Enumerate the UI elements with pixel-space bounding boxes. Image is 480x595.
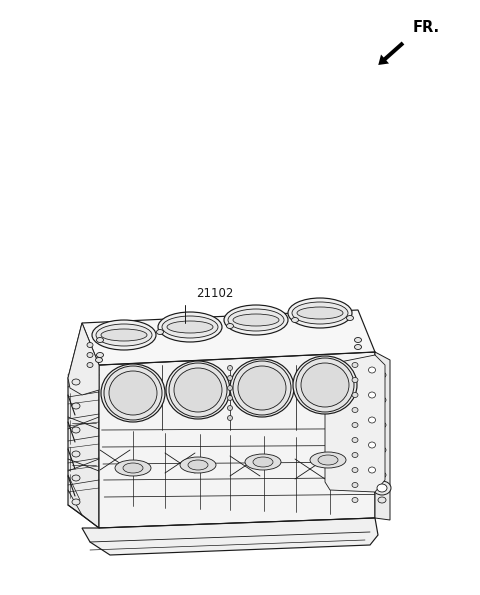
Ellipse shape [238,366,286,410]
Ellipse shape [230,359,294,417]
Ellipse shape [72,427,80,433]
Ellipse shape [188,460,208,470]
Polygon shape [68,323,99,395]
Ellipse shape [253,457,273,467]
Ellipse shape [377,484,387,492]
Ellipse shape [378,447,386,453]
Ellipse shape [228,365,232,371]
Ellipse shape [369,417,375,423]
Ellipse shape [228,309,284,331]
Ellipse shape [224,305,288,335]
Ellipse shape [352,437,358,443]
Ellipse shape [227,324,233,328]
Ellipse shape [233,361,291,415]
Ellipse shape [297,307,343,319]
Ellipse shape [72,451,80,457]
Ellipse shape [228,415,232,421]
Polygon shape [68,323,99,528]
Ellipse shape [288,298,352,328]
Ellipse shape [96,324,152,346]
Ellipse shape [352,483,358,487]
Ellipse shape [378,397,386,403]
Ellipse shape [72,499,80,505]
Ellipse shape [233,314,279,326]
Ellipse shape [352,393,358,397]
Ellipse shape [158,312,222,342]
Ellipse shape [104,366,162,420]
Ellipse shape [72,403,80,409]
Ellipse shape [101,364,165,422]
Ellipse shape [369,367,375,373]
Ellipse shape [352,377,358,383]
Ellipse shape [166,361,230,419]
Ellipse shape [72,475,80,481]
Ellipse shape [352,468,358,472]
Ellipse shape [72,379,80,385]
Ellipse shape [228,396,232,400]
Polygon shape [325,355,385,492]
Ellipse shape [245,454,281,470]
Text: 21102: 21102 [196,287,233,300]
Ellipse shape [318,455,338,465]
Ellipse shape [87,343,93,347]
FancyArrow shape [378,42,404,65]
Ellipse shape [87,352,93,358]
Ellipse shape [92,320,156,350]
Ellipse shape [373,481,391,495]
Ellipse shape [355,337,361,343]
Ellipse shape [378,497,386,503]
Ellipse shape [109,371,157,415]
Ellipse shape [174,368,222,412]
Ellipse shape [296,358,354,412]
Ellipse shape [310,452,346,468]
Ellipse shape [228,375,232,380]
Ellipse shape [180,457,216,473]
Ellipse shape [96,337,104,343]
Ellipse shape [293,356,357,414]
Ellipse shape [352,362,358,368]
Ellipse shape [352,453,358,458]
Ellipse shape [167,321,213,333]
Ellipse shape [169,363,227,417]
Ellipse shape [352,497,358,503]
Ellipse shape [87,362,93,368]
Ellipse shape [352,408,358,412]
Text: FR.: FR. [413,20,440,35]
Ellipse shape [96,358,103,362]
Ellipse shape [156,330,164,334]
Ellipse shape [347,315,353,321]
Ellipse shape [96,352,104,358]
Polygon shape [375,352,390,520]
Ellipse shape [228,386,232,390]
Ellipse shape [123,463,143,473]
Polygon shape [99,352,375,528]
Ellipse shape [301,363,349,407]
Ellipse shape [369,392,375,398]
Ellipse shape [355,345,361,349]
Ellipse shape [162,316,218,338]
Ellipse shape [352,422,358,427]
Ellipse shape [369,467,375,473]
Ellipse shape [378,472,386,478]
Ellipse shape [378,422,386,428]
Ellipse shape [228,406,232,411]
Ellipse shape [292,302,348,324]
Ellipse shape [291,318,299,322]
Polygon shape [82,310,375,365]
Polygon shape [82,518,378,555]
Ellipse shape [101,329,147,341]
Ellipse shape [115,460,151,476]
Ellipse shape [369,442,375,448]
Ellipse shape [378,372,386,378]
